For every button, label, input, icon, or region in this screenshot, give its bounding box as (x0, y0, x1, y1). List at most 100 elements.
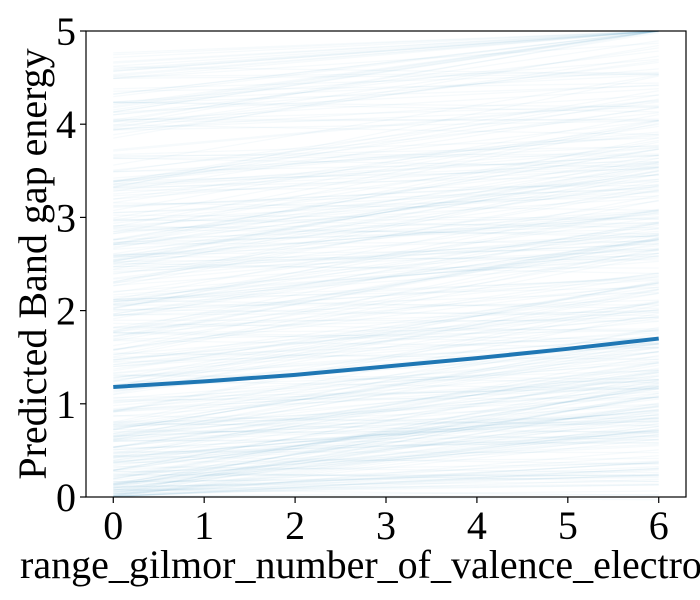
ice-line (113, 237, 659, 337)
ice-line (113, 30, 659, 108)
ice-line (113, 197, 659, 233)
ice-line (113, 275, 659, 350)
ice-line (113, 370, 659, 387)
ice-line (113, 383, 659, 489)
ice-line (113, 380, 659, 442)
ice-line (113, 480, 659, 487)
ice-line (113, 30, 659, 127)
ice-line (113, 209, 659, 244)
y-axis-ticks: 0 1 2 3 4 5 (56, 9, 86, 520)
ice-line (113, 395, 659, 472)
ice-line (113, 137, 659, 245)
ice-line (113, 123, 659, 200)
ice-line (113, 309, 659, 356)
ice-line (113, 360, 659, 410)
ice-line (113, 299, 659, 316)
ice-line (113, 421, 659, 434)
y-tick-label: 1 (56, 382, 76, 427)
ice-line (113, 147, 659, 195)
ice-line (113, 75, 659, 189)
ice-line (113, 299, 659, 309)
ice-line (113, 74, 659, 103)
ice-line (113, 473, 659, 476)
ice-line (113, 106, 659, 193)
ice-line (113, 148, 659, 240)
ice-line (113, 61, 659, 128)
ice-line (113, 386, 659, 477)
y-axis-label: Predicted Band gap energy (10, 48, 55, 479)
ice-line (113, 374, 659, 380)
ice-line (113, 237, 659, 332)
ice-line (113, 153, 659, 157)
ice-line (113, 30, 659, 77)
ice-line (113, 184, 659, 192)
ice-line (113, 73, 659, 79)
ice-line (113, 249, 659, 273)
ice-line (113, 276, 659, 306)
ice-line (113, 316, 659, 366)
ice-line (113, 410, 659, 492)
ice-line (113, 420, 659, 478)
ice-line (113, 30, 659, 109)
ice-line (113, 60, 659, 131)
ice-line (113, 30, 659, 111)
ice-line (113, 194, 659, 301)
ice-line (113, 216, 659, 257)
ice-lines (113, 30, 659, 501)
ice-line (113, 379, 659, 417)
ice-line (113, 451, 659, 454)
y-tick-label: 0 (56, 475, 76, 520)
ice-line (113, 423, 659, 496)
ice-line (113, 238, 659, 333)
ice-line (113, 30, 659, 59)
ice-line (113, 352, 659, 361)
ice-line (113, 118, 659, 121)
ice-line (113, 47, 659, 129)
ice-line (113, 58, 659, 103)
ice-line (113, 106, 659, 130)
ice-line (113, 98, 659, 187)
ice-line (113, 490, 659, 498)
ice-line (113, 278, 659, 301)
ice-line (113, 406, 659, 467)
x-tick-label: 3 (376, 503, 396, 548)
ice-line (113, 173, 659, 285)
ice-line (113, 414, 659, 427)
ice-line (113, 161, 659, 241)
ice-line (113, 483, 659, 491)
ice-line (113, 30, 659, 95)
ice-line (113, 316, 659, 368)
ice-line (113, 282, 659, 383)
ice-line (113, 30, 659, 72)
ice-line (113, 354, 659, 457)
ice-line (113, 286, 659, 300)
ice-line (113, 146, 659, 188)
ice-line (113, 216, 659, 294)
ice-line (113, 30, 659, 72)
ice-line (113, 282, 659, 351)
ice-line (113, 380, 659, 480)
ice-line (113, 209, 659, 309)
ice-line (113, 473, 659, 498)
ice-line (113, 199, 659, 310)
ice-line (113, 470, 659, 483)
ice-line (113, 162, 659, 263)
ice-line (113, 124, 659, 136)
ice-line (113, 436, 659, 485)
ice-line (113, 32, 659, 123)
ice-line (113, 371, 659, 471)
ice-line (113, 379, 659, 411)
ice-line (113, 30, 659, 113)
ice-line (113, 180, 659, 268)
ice-line (113, 468, 659, 489)
ice-line (113, 413, 659, 486)
ice-line (113, 369, 659, 455)
ice-line (113, 484, 659, 495)
ice-line (113, 235, 659, 256)
x-tick-label: 4 (467, 503, 487, 548)
ice-line (113, 319, 659, 322)
ice-line (113, 137, 659, 156)
ice-line (113, 279, 659, 313)
ice-line (113, 104, 659, 122)
